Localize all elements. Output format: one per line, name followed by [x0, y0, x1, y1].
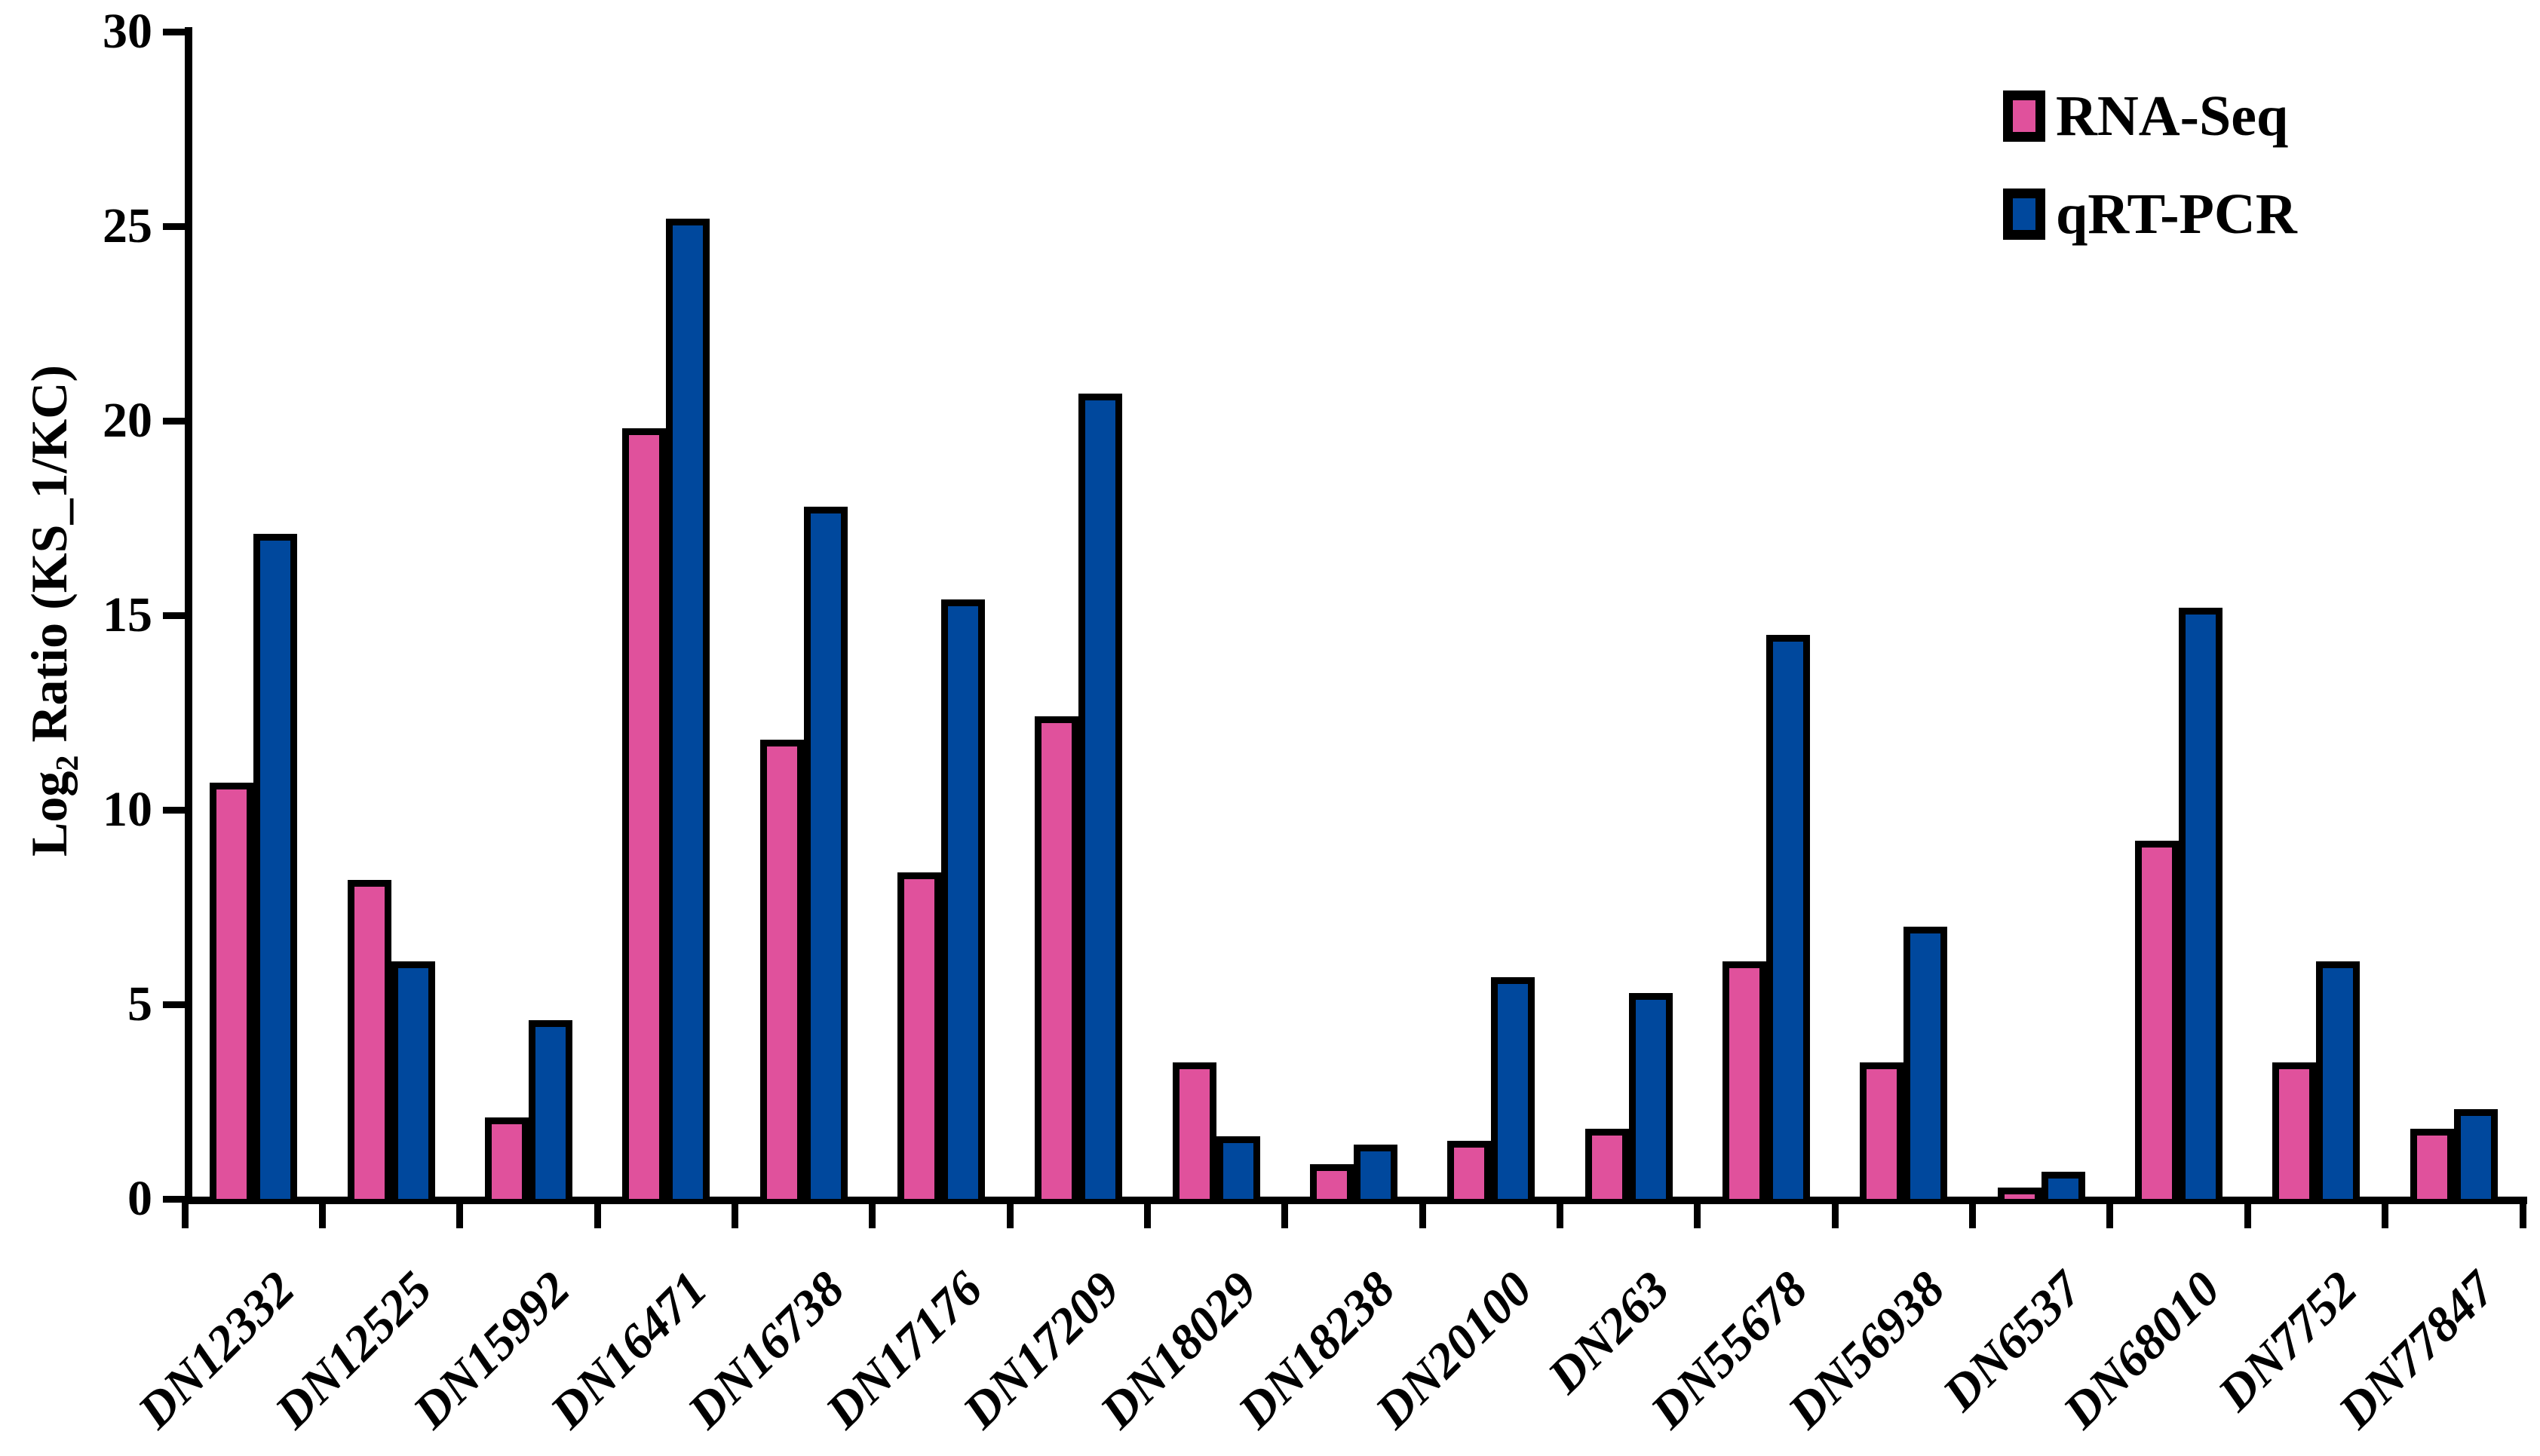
bar-rna-seq-dn6537	[1997, 1188, 2042, 1199]
bar-qrt-pcr-dn20100	[1491, 977, 1535, 1199]
y-axis-title-subscript: 2	[49, 755, 85, 771]
bar-qrt-pcr-dn12332	[253, 534, 298, 1199]
x-tick-11	[1694, 1203, 1701, 1228]
bar-qrt-pcr-dn263	[1628, 993, 1673, 1199]
bar-rna-seq-dn16471	[622, 428, 667, 1199]
y-tick-label-15: 15	[103, 587, 152, 642]
bar-qrt-pcr-dn12525	[391, 961, 435, 1199]
bar-qrt-pcr-dn68010	[2179, 608, 2223, 1199]
bar-rna-seq-dn77847	[2410, 1129, 2454, 1199]
x-tick-9	[1419, 1203, 1426, 1228]
bar-qrt-pcr-dn18238	[1354, 1145, 1397, 1199]
x-tick-15	[2244, 1203, 2251, 1228]
y-tick-10	[163, 806, 186, 814]
bar-qrt-pcr-dn17209	[1078, 394, 1123, 1199]
bar-qrt-pcr-dn17176	[940, 599, 985, 1199]
y-tick-label-0: 0	[127, 1171, 152, 1226]
bar-rna-seq-dn17176	[897, 872, 941, 1199]
x-tick-3	[594, 1203, 601, 1228]
bar-qrt-pcr-dn16738	[803, 507, 848, 1199]
x-tick-6	[1006, 1203, 1014, 1228]
y-tick-label-25: 25	[103, 198, 152, 253]
y-tick-label-20: 20	[103, 393, 152, 448]
x-tick-4	[731, 1203, 738, 1228]
y-tick-0	[163, 1195, 186, 1203]
bar-rna-seq-dn12525	[347, 880, 391, 1199]
legend-item-rna-seq: RNA-Seq	[2003, 84, 2297, 148]
x-tick-14	[2106, 1203, 2114, 1228]
x-axis-line	[182, 1197, 2527, 1204]
y-tick-label-30: 30	[103, 4, 152, 59]
y-tick-label-10: 10	[103, 782, 152, 837]
x-tick-0	[181, 1203, 189, 1228]
rna-seq-swatch	[2003, 90, 2045, 142]
bar-qrt-pcr-dn15992	[528, 1020, 572, 1199]
y-tick-20	[163, 417, 186, 425]
bar-rna-seq-dn18238	[1310, 1164, 1354, 1199]
bar-qrt-pcr-dn77847	[2453, 1109, 2498, 1199]
bar-rna-seq-dn18029	[1172, 1062, 1216, 1199]
bar-rna-seq-dn7752	[2272, 1062, 2317, 1199]
y-tick-25	[163, 222, 186, 230]
bar-qrt-pcr-dn55678	[1766, 635, 1811, 1199]
bar-rna-seq-dn12332	[210, 783, 254, 1199]
bar-rna-seq-dn20100	[1447, 1141, 1492, 1199]
legend: RNA-Seq qRT-PCR	[2003, 84, 2297, 246]
x-tick-7	[1143, 1203, 1151, 1228]
qrt-pcr-swatch	[2003, 189, 2045, 240]
y-tick-30	[163, 28, 186, 35]
x-tick-5	[869, 1203, 876, 1228]
bar-qrt-pcr-dn18029	[1216, 1136, 1260, 1199]
bar-qrt-pcr-dn6537	[2041, 1172, 2085, 1199]
bar-rna-seq-dn16738	[759, 740, 804, 1199]
x-tick-10	[1557, 1203, 1564, 1228]
y-tick-15	[163, 612, 186, 619]
y-tick-label-5: 5	[127, 976, 152, 1031]
x-tick-8	[1281, 1203, 1289, 1228]
x-tick-12	[1831, 1203, 1839, 1228]
bar-qrt-pcr-dn7752	[2316, 961, 2361, 1199]
bar-qrt-pcr-dn16471	[666, 219, 710, 1199]
y-tick-5	[163, 1001, 186, 1008]
bar-rna-seq-dn56938	[1860, 1062, 1904, 1199]
y-axis-line	[185, 27, 192, 1204]
rna-seq-legend-label: RNA-Seq	[2056, 84, 2289, 148]
bar-qrt-pcr-dn56938	[1903, 927, 1948, 1199]
bar-rna-seq-dn263	[1584, 1129, 1629, 1199]
x-tick-16	[2382, 1203, 2389, 1228]
bar-rna-seq-dn55678	[1722, 961, 1767, 1199]
x-tick-13	[1969, 1203, 1977, 1228]
x-tick-17	[2519, 1203, 2526, 1228]
legend-item-qrt-pcr: qRT-PCR	[2003, 182, 2297, 246]
x-tick-2	[456, 1203, 464, 1228]
bar-rna-seq-dn17209	[1035, 716, 1079, 1199]
bar-rna-seq-dn15992	[484, 1117, 529, 1199]
qrt-pcr-legend-label: qRT-PCR	[2056, 182, 2297, 246]
x-tick-1	[318, 1203, 326, 1228]
bar-rna-seq-dn68010	[2135, 841, 2180, 1199]
